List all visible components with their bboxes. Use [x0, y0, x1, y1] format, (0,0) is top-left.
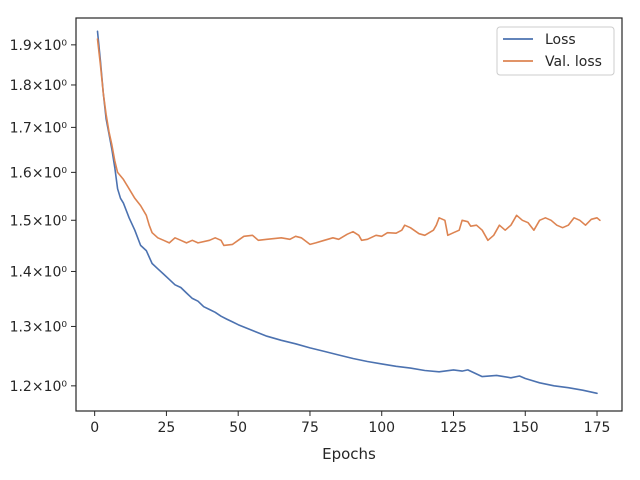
y-tick-label: 1.5×10⁰: [10, 213, 68, 229]
legend-label-0: Loss: [545, 32, 576, 48]
legend: Loss Val. loss: [496, 26, 615, 76]
series-line-1: [96, 38, 601, 247]
legend-label-1: Val. loss: [545, 54, 602, 70]
y-tick-label: 1.7×10⁰: [10, 120, 68, 136]
y-tick-label: 1.8×10⁰: [10, 78, 68, 94]
x-tick-label: 175: [584, 420, 611, 436]
y-tick-label: 1.2×10⁰: [10, 379, 68, 395]
x-axis: 0 25 50 75 100 125 150 175: [90, 411, 610, 436]
plot-frame: [75, 17, 623, 412]
y-tick-label: 1.6×10⁰: [10, 165, 68, 181]
series-line-0: [96, 30, 598, 395]
x-tick-label: 50: [229, 420, 247, 436]
x-tick-label: 25: [158, 420, 176, 436]
x-tick-label: 150: [512, 420, 539, 436]
x-axis-label: Epochs: [322, 445, 376, 463]
series-layer: [96, 30, 601, 395]
x-tick-label: 125: [440, 420, 467, 436]
x-tick-label: 0: [90, 420, 99, 436]
y-tick-label: 1.4×10⁰: [10, 264, 68, 280]
x-tick-label: 75: [301, 420, 319, 436]
y-tick-label: 1.3×10⁰: [10, 319, 68, 335]
plot-background: [76, 18, 622, 411]
x-tick-label: 100: [368, 420, 395, 436]
y-tick-label: 1.9×10⁰: [10, 38, 68, 54]
y-axis: 1.2×10⁰ 1.3×10⁰ 1.4×10⁰ 1.5×10⁰ 1.6×10⁰ 1.7×1…: [10, 38, 76, 395]
